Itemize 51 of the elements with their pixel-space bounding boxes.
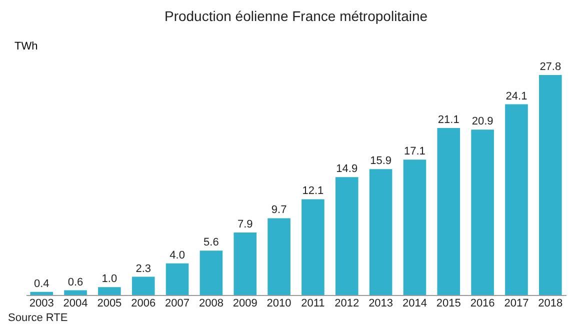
x-tick-label: 2015 xyxy=(436,298,461,310)
data-label: 27.8 xyxy=(540,61,562,73)
x-tick-label: 2013 xyxy=(368,298,394,310)
data-label: 9.7 xyxy=(271,204,287,216)
x-tick-label: 2017 xyxy=(504,298,529,310)
data-label: 5.6 xyxy=(204,236,219,249)
bar xyxy=(98,287,121,295)
bar xyxy=(471,130,494,295)
bar xyxy=(64,290,87,295)
data-label: 24.1 xyxy=(506,90,528,102)
x-tick-label: 2008 xyxy=(198,298,224,310)
chart-title: Production éolienne France métropolitaine xyxy=(164,8,428,24)
x-tick-label: 2016 xyxy=(470,298,495,310)
bar xyxy=(403,160,426,295)
bar xyxy=(268,218,290,295)
data-label: 15.9 xyxy=(370,155,392,168)
x-tick-label: 2004 xyxy=(63,298,88,310)
data-label: 12.1 xyxy=(302,185,324,198)
x-tick-label: 2003 xyxy=(29,298,54,310)
data-label: 0.4 xyxy=(34,278,50,290)
x-tick-label: 2012 xyxy=(334,298,360,310)
data-label: 21.1 xyxy=(438,114,460,126)
bar xyxy=(538,75,562,295)
x-tick-label: 2011 xyxy=(301,298,325,310)
x-tick-label: 2005 xyxy=(97,298,122,310)
data-label: 0.6 xyxy=(68,276,84,288)
x-tick-label: 2018 xyxy=(538,298,563,310)
bar xyxy=(369,169,392,295)
bar xyxy=(132,276,155,295)
bar xyxy=(335,177,358,295)
data-label: 4.0 xyxy=(170,249,185,262)
data-label: 20.9 xyxy=(472,116,494,128)
bar xyxy=(302,199,324,295)
x-tick-label: 2010 xyxy=(266,298,292,310)
y-axis-title: TWh xyxy=(14,40,38,52)
data-label: 2.3 xyxy=(136,262,152,275)
bar xyxy=(166,263,189,295)
data-label: 17.1 xyxy=(404,146,426,158)
x-tick-label: 2006 xyxy=(131,298,156,310)
x-tick-label: 2009 xyxy=(232,298,258,310)
data-label: 7.9 xyxy=(237,218,253,230)
x-tick-label: 2007 xyxy=(165,298,190,310)
bar xyxy=(234,232,257,295)
bar xyxy=(437,128,460,295)
bar xyxy=(200,250,223,295)
source-note: Source RTE xyxy=(8,312,69,324)
bar xyxy=(30,292,54,295)
data-label: 14.9 xyxy=(336,163,358,176)
x-tick-label: 2014 xyxy=(402,298,427,310)
bar xyxy=(505,104,528,295)
data-label: 1.0 xyxy=(102,273,118,286)
